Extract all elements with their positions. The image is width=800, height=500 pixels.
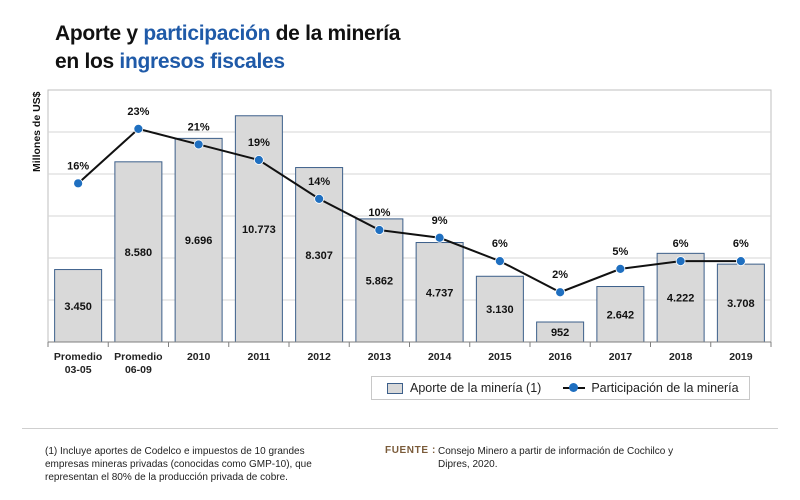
- bar-value-label: 10.773: [242, 224, 276, 236]
- x-tick-label: 2018: [669, 351, 693, 363]
- source-label: FUENTE :: [385, 445, 436, 456]
- participation-marker: [555, 287, 566, 298]
- participation-marker: [73, 178, 84, 189]
- participation-marker: [314, 193, 325, 204]
- x-tick-label: 2019: [729, 351, 753, 363]
- legend-line-label: Participación de la minería: [591, 381, 739, 395]
- legend-bar-swatch: [387, 382, 403, 394]
- participation-marker: [675, 256, 686, 267]
- source-text: Consejo Minero a partir de información d…: [438, 446, 674, 470]
- x-tick-label: 06-09: [125, 364, 152, 376]
- participation-label: 9%: [432, 215, 448, 227]
- bar: [415, 242, 464, 343]
- bar: [656, 252, 705, 343]
- x-tick-label: 03-05: [65, 364, 92, 376]
- participation-label: 21%: [188, 121, 210, 133]
- bar-value-label: 4.222: [667, 293, 695, 305]
- chart-legend: Aporte de la minería (1) Participación d…: [371, 376, 750, 400]
- legend-line-swatch: [563, 383, 586, 393]
- legend-bar-label: Aporte de la minería (1): [410, 381, 542, 395]
- participation-marker: [374, 225, 385, 235]
- x-tick-label: 2012: [307, 351, 331, 363]
- x-tick-label: Promedio: [54, 351, 102, 363]
- x-tick-label: 2011: [247, 351, 270, 363]
- bar-value-label: 3.130: [486, 304, 514, 316]
- participation-marker: [434, 232, 445, 243]
- bar-value-label: 5.862: [366, 275, 394, 287]
- x-tick-label: 2015: [488, 351, 512, 363]
- participation-label: 6%: [673, 238, 689, 250]
- bar: [596, 286, 645, 343]
- bar: [234, 115, 283, 343]
- bar-value-label: 8.307: [305, 250, 333, 262]
- participation-label: 2%: [552, 269, 568, 281]
- participation-label: 23%: [127, 106, 149, 118]
- divider: [22, 428, 778, 429]
- bar-value-label: 9.696: [185, 235, 213, 247]
- x-tick-label: 2014: [428, 351, 452, 363]
- participation-label: 16%: [67, 160, 89, 172]
- bar-value-label: 952: [551, 327, 569, 339]
- bar: [355, 218, 404, 343]
- participation-line: [77, 127, 741, 294]
- chart-title: Aporte y participación de la minería en …: [55, 22, 401, 73]
- participation-label: 10%: [368, 207, 390, 219]
- participation-label: 14%: [308, 176, 330, 188]
- x-tick-label: Promedio: [114, 351, 162, 363]
- participation-label: 6%: [492, 238, 508, 250]
- participation-marker: [133, 123, 144, 134]
- x-tick-label: 2017: [609, 351, 633, 363]
- x-tick-label: 2013: [368, 351, 392, 363]
- bar-value-label: 3.708: [727, 298, 755, 310]
- participation-marker: [253, 155, 264, 165]
- footnote: (1) Incluye aportes de Codelco e impuest…: [45, 446, 312, 483]
- bar-value-label: 2.642: [607, 309, 635, 321]
- bar-value-label: 3.450: [64, 301, 92, 313]
- bar-value-label: 4.737: [426, 287, 454, 299]
- participation-label: 19%: [248, 137, 270, 149]
- participation-label: 6%: [733, 238, 749, 250]
- participation-marker: [193, 139, 204, 150]
- participation-marker: [735, 256, 746, 267]
- participation-marker: [615, 263, 626, 274]
- x-tick-label: 2016: [548, 351, 572, 363]
- bar-value-label: 8.580: [125, 247, 153, 259]
- x-tick-label: 2010: [187, 351, 211, 363]
- participation-label: 5%: [612, 246, 628, 258]
- participation-marker: [494, 256, 505, 267]
